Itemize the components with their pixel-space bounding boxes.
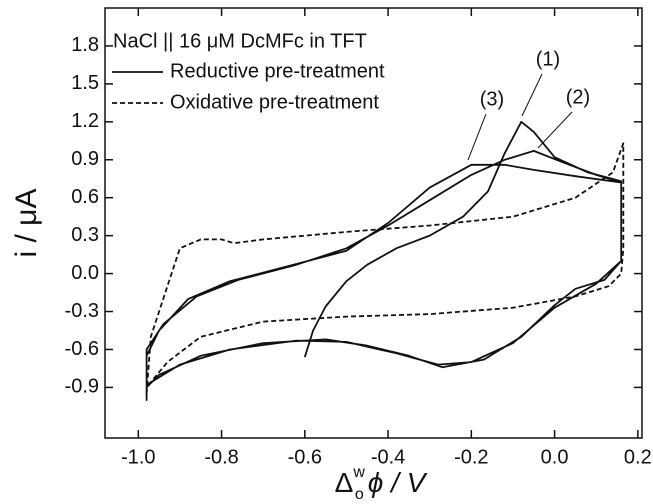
series-line xyxy=(145,142,625,394)
x-tick-label: -0.6 xyxy=(288,446,322,468)
x-tick-label: -0.8 xyxy=(204,446,238,468)
y-tick-label: 1.5 xyxy=(71,72,99,94)
y-tick-label: 0.3 xyxy=(71,224,99,246)
x-tick-label: -0.2 xyxy=(454,446,488,468)
y-tick-label: 0.9 xyxy=(71,148,99,170)
x-label-base: Δ xyxy=(335,467,354,498)
x-tick-label: 0.0 xyxy=(541,446,569,468)
chart-title: NaCl || 16 μM DcMFc in TFT xyxy=(113,30,367,52)
annotation: (3) xyxy=(480,88,504,110)
annotation: (2) xyxy=(566,86,590,108)
y-tick-label: 1.8 xyxy=(71,34,99,56)
annotation-arrow xyxy=(521,73,543,117)
y-tick-label: 1.2 xyxy=(71,110,99,132)
y-tick-label: -0.6 xyxy=(65,338,99,360)
y-tick-label: -0.3 xyxy=(65,300,99,322)
annotation: (1) xyxy=(536,48,560,70)
series-line xyxy=(145,120,623,401)
x-label-sup: w xyxy=(352,464,365,481)
x-tick-label: 0.2 xyxy=(624,446,652,468)
y-tick-label: -0.9 xyxy=(65,376,99,398)
x-label-sub: o xyxy=(355,486,364,503)
plot-frame xyxy=(104,7,643,439)
y-axis-label: i / μA xyxy=(10,189,43,258)
annotation-arrow xyxy=(537,111,573,149)
x-tick-label: -0.4 xyxy=(371,446,405,468)
y-tick-label: 0.6 xyxy=(71,186,99,208)
x-label-rest: ϕ / V xyxy=(368,467,428,498)
y-tick-label: 0.0 xyxy=(71,262,99,284)
legend-label: Oxidative pre-treatment xyxy=(170,91,379,113)
x-axis-label: Δw o ϕ / V xyxy=(335,464,428,503)
x-tick-label: -1.0 xyxy=(121,446,155,468)
annotation-arrow xyxy=(467,113,487,161)
legend-label: Reductive pre-treatment xyxy=(170,60,385,82)
